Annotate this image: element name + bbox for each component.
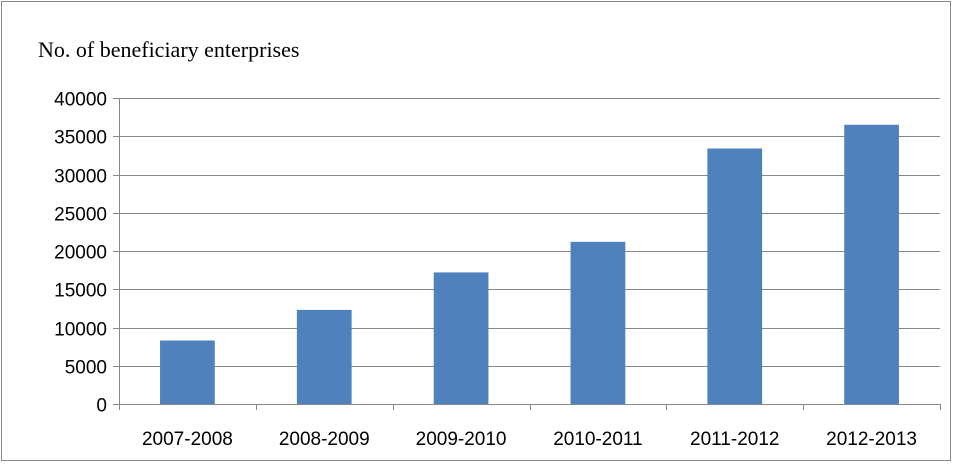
- bar-2010-2011: [570, 241, 626, 404]
- y-tick-label: 20000: [54, 243, 107, 264]
- x-tick-label: 2007-2008: [142, 429, 233, 450]
- x-tick-label: 2011-2012: [690, 429, 779, 450]
- y-tick-label: 30000: [54, 167, 107, 188]
- bar-2007-2008: [160, 340, 215, 404]
- x-tick-label: 2012-2013: [826, 429, 917, 450]
- y-tick-label: 25000: [54, 205, 107, 226]
- bar-2009-2010: [433, 272, 489, 404]
- y-tick-label: 40000: [54, 90, 107, 111]
- gridlines: [119, 98, 940, 367]
- x-tick-label: 2010-2011: [553, 429, 642, 450]
- y-tick-labels: 0 5000 10000 15000 20000 25000 30000 35000 40000: [54, 90, 107, 417]
- bar-2012-2013: [844, 124, 899, 405]
- bar-2008-2009: [296, 309, 352, 404]
- x-tick-labels: 2007-2008 2008-2009 2009-2010 2010-2011 2011…: [142, 429, 917, 450]
- axes: [113, 98, 941, 410]
- y-tick-label: 0: [96, 396, 107, 417]
- chart-title: No. of beneficiary enterprises: [38, 37, 299, 62]
- y-tick-label: 5000: [65, 358, 107, 379]
- bar-2011-2012: [707, 148, 763, 404]
- y-tick-label: 35000: [54, 128, 107, 149]
- x-tick-label: 2008-2009: [279, 429, 370, 450]
- bars: [160, 124, 899, 405]
- y-tick-label: 10000: [54, 320, 107, 341]
- y-tick-label: 15000: [54, 281, 107, 302]
- x-tick-label: 2009-2010: [416, 429, 507, 450]
